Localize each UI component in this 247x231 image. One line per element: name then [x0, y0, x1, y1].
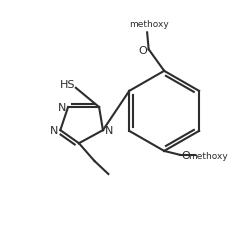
Text: O: O: [182, 151, 190, 161]
Text: methoxy: methoxy: [129, 20, 168, 29]
Text: N: N: [105, 126, 113, 136]
Text: N: N: [58, 103, 66, 113]
Text: N: N: [50, 126, 58, 136]
Text: methoxy: methoxy: [188, 152, 227, 161]
Text: HS: HS: [60, 80, 76, 91]
Text: O: O: [138, 46, 147, 56]
